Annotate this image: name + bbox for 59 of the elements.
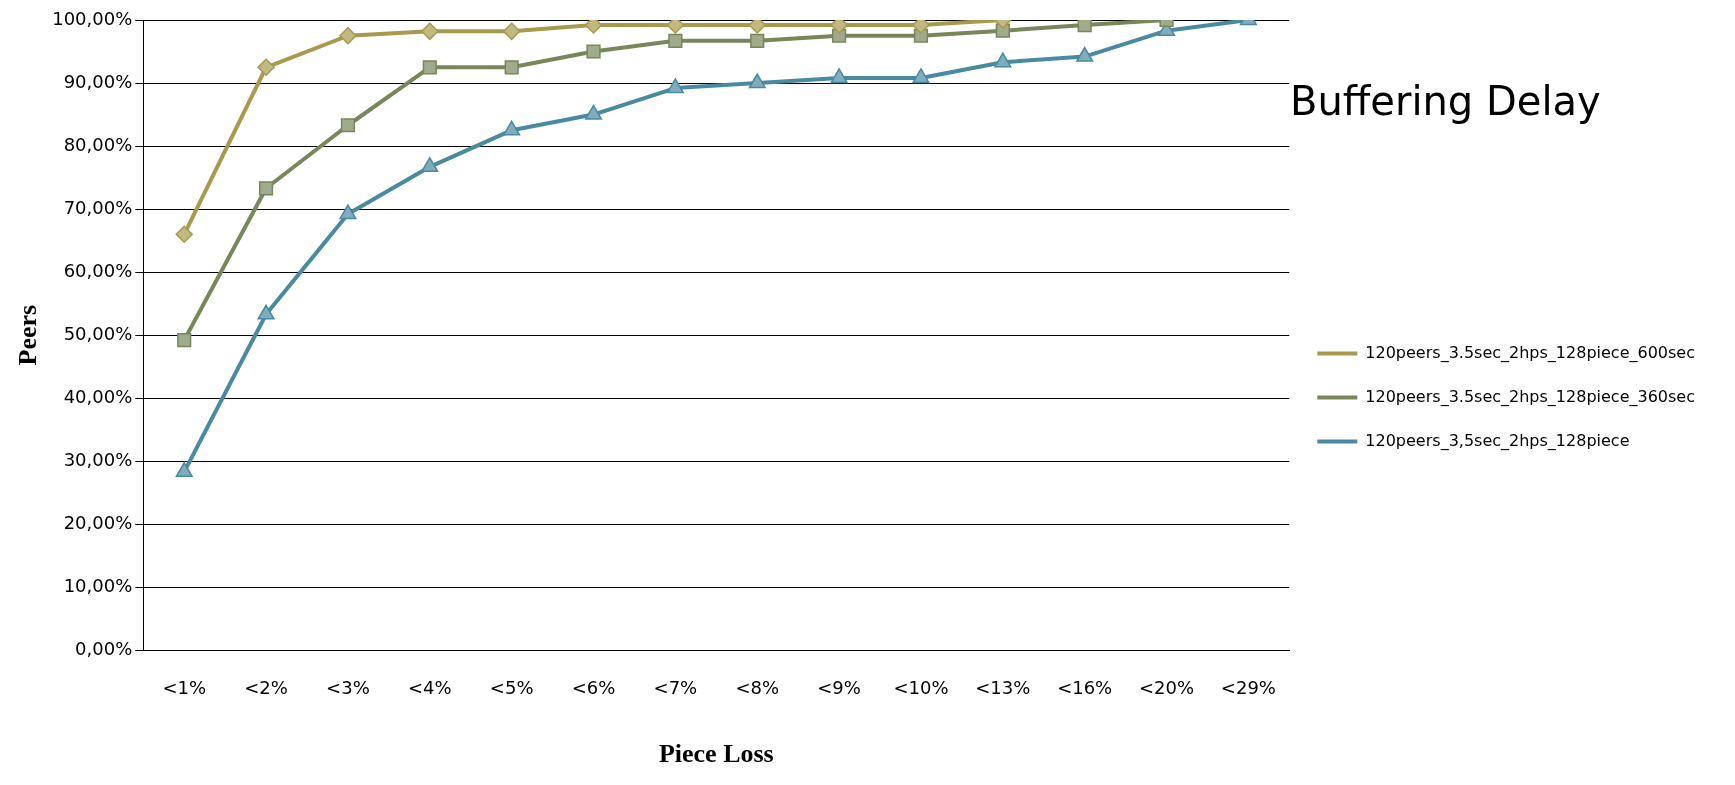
point <box>422 60 437 75</box>
point <box>175 462 193 478</box>
y-tick-label: 30,00% <box>63 448 133 470</box>
point <box>340 118 356 133</box>
x-tick-label: <2% <box>244 676 288 698</box>
y-tick-label: 20,00% <box>63 511 133 533</box>
point <box>668 33 683 48</box>
legend-label: 120peers_3.5sec_2hps_128piece_360sec <box>1365 386 1695 407</box>
point <box>504 60 519 75</box>
x-tick-label: <1% <box>162 676 207 698</box>
x-tick-label: <5% <box>489 676 534 698</box>
x-tick-label: <20% <box>1138 676 1195 698</box>
x-tick-label: <8% <box>735 676 780 698</box>
x-tick-label: <6% <box>571 676 616 698</box>
point <box>258 181 274 196</box>
y-axis-title: Peers <box>13 304 43 366</box>
point <box>666 20 685 34</box>
y-tick-label: 70,00% <box>63 196 133 218</box>
point <box>175 225 193 244</box>
x-tick-label: <29% <box>1220 676 1276 698</box>
point <box>257 58 275 77</box>
point <box>912 20 930 34</box>
point <box>750 33 765 48</box>
point <box>584 20 603 34</box>
y-tick-label: 90,00% <box>63 70 133 92</box>
text: Buffering Delay <box>1290 78 1601 124</box>
point <box>421 157 439 173</box>
point <box>748 73 766 89</box>
y-tick-label: 80,00% <box>63 133 133 155</box>
y-tick-label: 10,00% <box>63 574 133 596</box>
point <box>830 20 848 34</box>
point <box>339 27 357 45</box>
point <box>503 120 521 136</box>
point <box>1077 20 1092 33</box>
y-tick-label: 50,00% <box>63 322 133 344</box>
y-tick-label: 0,00% <box>75 637 133 659</box>
y-tick-label: 40,00% <box>63 385 133 407</box>
point <box>421 22 439 41</box>
point <box>339 204 357 220</box>
x-axis-title: Piece Loss <box>658 739 774 769</box>
legend-label: 120peers_3,5sec_2hps_128piece <box>1365 430 1630 451</box>
point <box>666 78 684 94</box>
legend-label: 120peers_3.5sec_2hps_128piece_600sec <box>1365 342 1695 363</box>
y-tick-label: 100,00% <box>52 7 133 29</box>
x-tick-label: <10% <box>893 676 949 698</box>
point <box>177 333 192 348</box>
x-tick-label: <4% <box>407 676 452 698</box>
x-tick-label: <3% <box>326 676 370 698</box>
point <box>586 44 601 59</box>
x-tick-label: <16% <box>1057 676 1113 698</box>
x-tick-label: <9% <box>817 676 861 698</box>
point <box>502 22 521 41</box>
point <box>912 68 930 84</box>
x-tick-label: <13% <box>975 676 1031 698</box>
point <box>748 20 766 34</box>
y-tick-label: 60,00% <box>63 259 133 281</box>
point <box>257 304 275 320</box>
point <box>830 68 848 84</box>
x-tick-label: <7% <box>653 676 698 698</box>
